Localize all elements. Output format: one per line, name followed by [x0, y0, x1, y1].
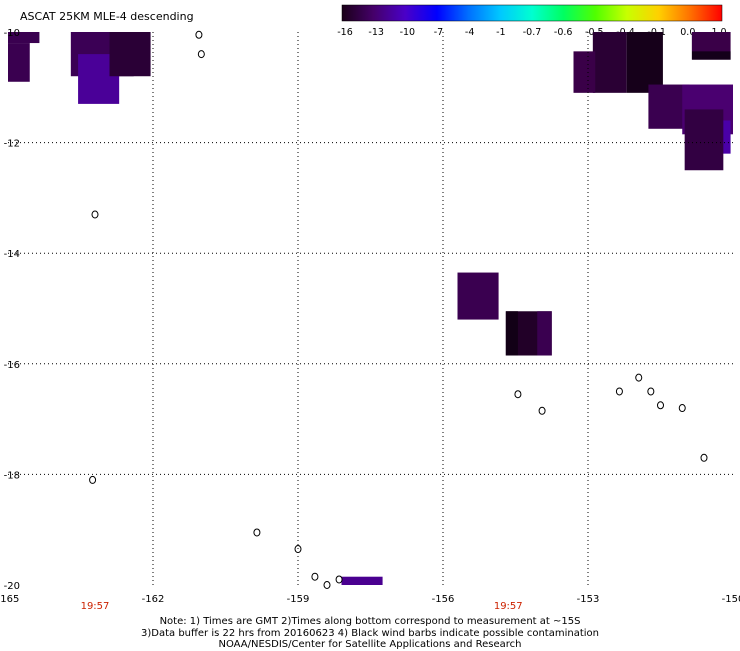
chart-title: ASCAT 25KM MLE-4 descending — [20, 10, 194, 23]
y-tick-label: -18 — [4, 470, 20, 481]
note-line-3: NOAA/NESDIS/Center for Satellite Applica… — [218, 639, 522, 650]
island-outline — [647, 387, 655, 396]
island-outline — [514, 390, 522, 399]
data-cell — [537, 311, 552, 356]
data-cell — [505, 311, 518, 356]
x-tick-label: -165 — [0, 594, 19, 605]
island-outline — [253, 528, 261, 537]
data-cell — [8, 32, 40, 44]
colorbar: -16-13-10-7-4-1-0.7-0.6-0.5-0.4-0.10.01.… — [337, 4, 727, 38]
y-tick-label: -10 — [4, 28, 20, 39]
x-tick-label: -156 — [432, 594, 455, 605]
y-tick-label: -12 — [4, 139, 20, 150]
colorbar-tick-label: 0.0 — [680, 27, 695, 38]
colorbar-tick-label: -0.7 — [523, 27, 542, 38]
island-outline — [91, 210, 99, 219]
island-outline — [294, 545, 302, 554]
colorbar-tick-label: -0.6 — [554, 27, 573, 38]
colorbar-tick-label: -7 — [434, 27, 443, 38]
island-outline — [197, 50, 205, 59]
colorbar-tick-label: -1 — [496, 27, 505, 38]
x-tick-label: -159 — [287, 594, 310, 605]
data-cell — [592, 32, 627, 93]
colorbar-tick-label: -16 — [337, 27, 353, 38]
island-outline — [335, 575, 343, 584]
y-tick-label: -20 — [4, 581, 20, 592]
island-outline — [635, 373, 643, 382]
island-outline — [311, 572, 319, 581]
time-label: 19:57 — [81, 601, 110, 612]
colorbar-tick-label: -13 — [368, 27, 384, 38]
plot-area: -165 -162 -159 -156 -153 -150 -10 -12 -14 -16 -18 -… — [0, 28, 740, 612]
y-tick-label: -14 — [4, 249, 20, 260]
data-cell — [720, 120, 731, 154]
colorbar-tick-label: -10 — [400, 27, 416, 38]
time-label: 19:57 — [494, 601, 523, 612]
island-outline — [700, 453, 708, 462]
island-outline — [89, 475, 97, 484]
data-cell — [8, 43, 30, 82]
x-tick-label: -153 — [577, 594, 600, 605]
data-cell — [109, 32, 151, 77]
data-cell — [573, 51, 596, 93]
island-outline — [657, 401, 664, 410]
data-cell — [457, 272, 499, 320]
y-tick-label: -16 — [4, 360, 20, 371]
island-outline — [538, 406, 546, 415]
data-cell — [684, 109, 724, 171]
x-tick-label: -150 — [722, 594, 740, 605]
island-outline — [615, 387, 623, 396]
island-outline — [678, 404, 686, 413]
data-cell — [691, 51, 731, 60]
island-outline — [195, 30, 203, 39]
island-outline — [323, 581, 331, 589]
data-cell — [626, 32, 663, 93]
colorbar-tick-label: -4 — [465, 27, 474, 38]
data-cell — [341, 576, 383, 585]
note-line-1: Note: 1) Times are GMT 2)Times along bot… — [159, 616, 581, 627]
colorbar-gradient — [341, 4, 723, 22]
x-tick-label: -162 — [142, 594, 165, 605]
note-line-2: 3)Data buffer is 22 hrs from 20160623 4)… — [141, 627, 599, 639]
